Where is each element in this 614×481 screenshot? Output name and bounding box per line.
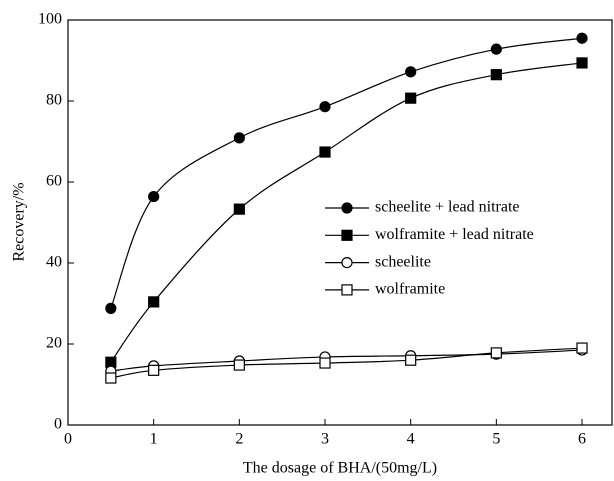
- legend-marker: [341, 229, 353, 241]
- marker: [576, 57, 588, 69]
- marker: [148, 364, 160, 376]
- y-tick-label: 80: [46, 92, 62, 109]
- marker: [490, 69, 502, 81]
- y-tick-label: 20: [46, 335, 62, 352]
- x-tick-label: 2: [235, 431, 243, 448]
- y-tick-label: 0: [54, 416, 62, 433]
- marker: [576, 342, 588, 354]
- plot-frame: [67, 19, 613, 426]
- y-tick-label: 60: [46, 173, 62, 190]
- marker: [405, 92, 417, 104]
- marker: [148, 296, 160, 308]
- marker: [319, 357, 331, 369]
- x-tick-label: 0: [64, 431, 72, 448]
- marker: [319, 146, 331, 158]
- legend-marker: [341, 257, 353, 269]
- legend-label: wolframite + lead nitrate: [375, 226, 534, 243]
- y-tick-label: 40: [46, 254, 62, 271]
- marker: [233, 132, 245, 144]
- x-tick-label: 1: [150, 431, 158, 448]
- legend-label: scheelite: [375, 253, 431, 270]
- marker: [233, 203, 245, 215]
- x-axis-title: The dosage of BHA/(50mg/L): [243, 460, 437, 477]
- marker: [490, 347, 502, 359]
- series-line: [110, 347, 583, 379]
- legend-label: scheelite + lead nitrate: [375, 199, 520, 216]
- marker: [105, 302, 117, 314]
- x-tick-label: 4: [407, 431, 415, 448]
- legend-marker: [341, 202, 353, 214]
- marker: [233, 359, 245, 371]
- x-tick-label: 6: [578, 431, 586, 448]
- legend-label: wolframite: [375, 281, 445, 298]
- y-tick-label: 100: [38, 11, 62, 28]
- x-tick-label: 3: [321, 431, 329, 448]
- marker: [105, 372, 117, 384]
- marker: [576, 32, 588, 44]
- x-tick-label: 5: [492, 431, 500, 448]
- marker: [319, 101, 331, 113]
- marker: [405, 354, 417, 366]
- marker: [405, 66, 417, 78]
- y-axis-title: Recovery/%: [11, 182, 28, 261]
- legend-marker: [341, 284, 353, 296]
- marker: [490, 43, 502, 55]
- marker: [148, 190, 160, 203]
